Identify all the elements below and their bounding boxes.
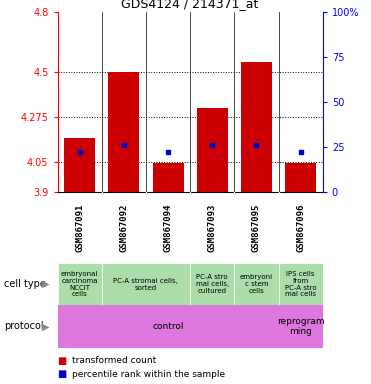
Bar: [197, 108, 228, 192]
Text: embryoni
c stem
cells: embryoni c stem cells: [240, 275, 273, 294]
Text: control: control: [152, 322, 184, 331]
Bar: [285, 163, 316, 192]
Text: reprogram
ming: reprogram ming: [277, 317, 325, 336]
Title: GDS4124 / 214371_at: GDS4124 / 214371_at: [121, 0, 259, 10]
Text: percentile rank within the sample: percentile rank within the sample: [72, 370, 226, 379]
Bar: [152, 163, 184, 192]
Bar: [190, 263, 234, 305]
Bar: [102, 263, 190, 305]
Text: ■: ■: [58, 356, 67, 366]
Bar: [234, 263, 279, 305]
Text: transformed count: transformed count: [72, 356, 157, 366]
Text: embryonal
carcinoma
NCCIT
cells: embryonal carcinoma NCCIT cells: [61, 271, 98, 297]
Text: PC-A stro
mal cells,
cultured: PC-A stro mal cells, cultured: [196, 275, 229, 294]
Bar: [108, 72, 139, 192]
Text: ▶: ▶: [42, 321, 49, 331]
Text: GSM867095: GSM867095: [252, 204, 261, 252]
Bar: [64, 138, 95, 192]
Text: ■: ■: [58, 369, 67, 379]
Text: IPS cells
from
PC-A stro
mal cells: IPS cells from PC-A stro mal cells: [285, 271, 316, 297]
Text: PC-A stromal cells,
sorted: PC-A stromal cells, sorted: [114, 278, 178, 291]
Bar: [279, 305, 323, 348]
Bar: [279, 263, 323, 305]
Text: GSM867091: GSM867091: [75, 204, 84, 252]
Text: GSM867092: GSM867092: [119, 204, 128, 252]
Text: GSM867093: GSM867093: [208, 204, 217, 252]
Text: GSM867094: GSM867094: [164, 204, 173, 252]
Bar: [58, 263, 102, 305]
Bar: [58, 305, 279, 348]
Text: GSM867096: GSM867096: [296, 204, 305, 252]
Text: ▶: ▶: [42, 279, 49, 289]
Text: protocol: protocol: [4, 321, 43, 331]
Bar: [241, 62, 272, 192]
Text: cell type: cell type: [4, 279, 46, 289]
